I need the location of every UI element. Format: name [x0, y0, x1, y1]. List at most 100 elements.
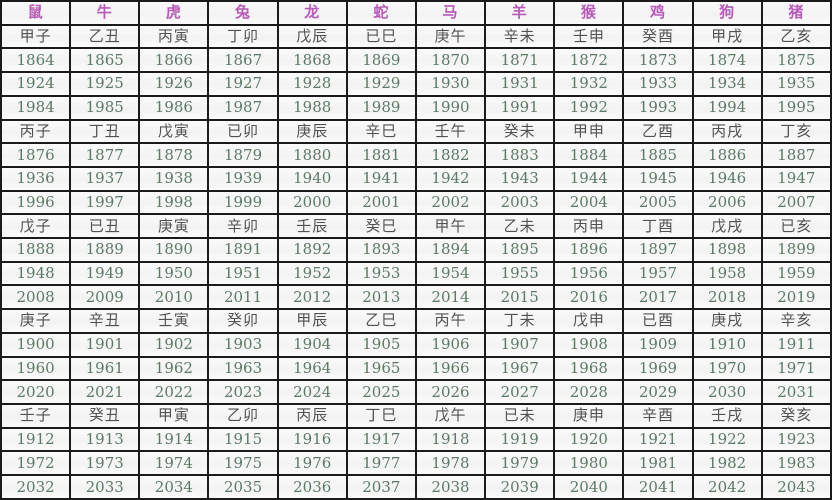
- year-row: 2008 2009 2010 2011 2012 2013 2014 2015 2016 2017…: [0, 284, 832, 311]
- year-cell: 1999: [207, 189, 279, 216]
- year-cell: 1921: [622, 426, 694, 453]
- year-cell: 1912: [0, 426, 72, 453]
- ganzhi-cell: 戊午: [414, 402, 487, 429]
- year-cell: 1998: [138, 189, 210, 216]
- year-cell: 2037: [345, 474, 417, 500]
- ganzhi-cell: 辛丑: [69, 308, 141, 334]
- year-cell: 1911: [760, 331, 832, 358]
- year-cell: 2033: [69, 474, 141, 500]
- year-cell: 1975: [207, 450, 279, 477]
- year-row: 1912 1913 1914 1915 1916 1917 1918 1919 1920 1921…: [0, 426, 832, 453]
- animal-header-cell: 龙: [276, 0, 348, 26]
- year-cell: 1982: [691, 450, 763, 477]
- ganzhi-row: 戊子 已丑 庚寅 辛卯 壬辰 癸巳 甲午 乙未 丙申 丁酉 戊戌 已亥: [0, 213, 832, 240]
- year-cell: 1962: [138, 355, 210, 382]
- year-cell: 2042: [691, 474, 763, 500]
- year-cell: 2018: [691, 284, 763, 311]
- year-cell: 1991: [484, 94, 556, 121]
- ganzhi-cell: 壬寅: [138, 308, 210, 334]
- year-cell: 1936: [0, 165, 72, 192]
- ganzhi-cell: 甲午: [414, 213, 487, 240]
- ganzhi-cell: 甲寅: [138, 402, 210, 429]
- year-cell: 1867: [207, 47, 279, 74]
- animal-header-cell: 猪: [760, 0, 832, 26]
- year-cell: 1933: [622, 71, 694, 97]
- year-cell: 2008: [0, 284, 72, 311]
- year-cell: 1884: [553, 142, 625, 168]
- ganzhi-cell: 已丑: [69, 213, 141, 240]
- year-cell: 1903: [207, 331, 279, 358]
- year-cell: 1950: [138, 260, 210, 287]
- animal-header-cell: 兔: [207, 0, 279, 26]
- year-cell: 1938: [138, 165, 210, 192]
- ganzhi-cell: 乙酉: [622, 118, 694, 145]
- year-cell: 1865: [69, 47, 141, 74]
- year-cell: 1866: [138, 47, 210, 74]
- year-cell: 1947: [760, 165, 832, 192]
- ganzhi-cell: 甲子: [0, 23, 72, 50]
- ganzhi-cell: 丙子: [0, 118, 72, 145]
- year-cell: 1872: [553, 47, 625, 74]
- year-cell: 1876: [0, 142, 72, 168]
- animal-header-cell: 鼠: [0, 0, 72, 26]
- year-cell: 1942: [414, 165, 487, 192]
- year-cell: 1888: [0, 237, 72, 263]
- year-cell: 2000: [276, 189, 348, 216]
- year-cell: 1874: [691, 47, 763, 74]
- year-cell: 2013: [345, 284, 417, 311]
- year-cell: 2012: [276, 284, 348, 311]
- year-cell: 1992: [553, 94, 625, 121]
- year-cell: 2023: [207, 379, 279, 405]
- ganzhi-cell: 乙未: [484, 213, 556, 240]
- year-cell: 1885: [622, 142, 694, 168]
- ganzhi-cell: 丁未: [484, 308, 556, 334]
- year-cell: 1868: [276, 47, 348, 74]
- year-cell: 1890: [138, 237, 210, 263]
- year-cell: 1902: [138, 331, 210, 358]
- year-cell: 2009: [69, 284, 141, 311]
- ganzhi-cell: 丙寅: [138, 23, 210, 50]
- year-cell: 1958: [691, 260, 763, 287]
- ganzhi-cell: 癸卯: [207, 308, 279, 334]
- year-cell: 1984: [0, 94, 72, 121]
- animal-header-cell: 鸡: [622, 0, 694, 26]
- year-cell: 2041: [622, 474, 694, 500]
- year-cell: 2031: [760, 379, 832, 405]
- year-cell: 1878: [138, 142, 210, 168]
- year-cell: 2036: [276, 474, 348, 500]
- year-cell: 1916: [276, 426, 348, 453]
- year-cell: 1949: [69, 260, 141, 287]
- year-row: 1936 1937 1938 1939 1940 1941 1942 1943 1944 1945…: [0, 165, 832, 192]
- year-cell: 1987: [207, 94, 279, 121]
- year-cell: 1913: [69, 426, 141, 453]
- year-cell: 1931: [484, 71, 556, 97]
- ganzhi-row: 丙子 丁丑 戊寅 已卯 庚辰 辛巳 壬午 癸未 甲申 乙酉 丙戌 丁亥: [0, 118, 832, 145]
- ganzhi-cell: 庚申: [553, 402, 625, 429]
- year-cell: 1973: [69, 450, 141, 477]
- year-cell: 2019: [760, 284, 832, 311]
- year-cell: 1976: [276, 450, 348, 477]
- year-cell: 1980: [553, 450, 625, 477]
- year-cell: 2040: [553, 474, 625, 500]
- year-cell: 2026: [414, 379, 487, 405]
- ganzhi-cell: 丁酉: [622, 213, 694, 240]
- year-row: 1984 1985 1986 1987 1988 1989 1990 1991 1992 1993…: [0, 94, 832, 121]
- year-row: 1864 1865 1866 1867 1868 1869 1870 1871 1872 1873…: [0, 47, 832, 74]
- year-cell: 1955: [484, 260, 556, 287]
- ganzhi-cell: 甲戌: [691, 23, 763, 50]
- ganzhi-cell: 癸亥: [760, 402, 832, 429]
- ganzhi-cell: 乙卯: [207, 402, 279, 429]
- ganzhi-row: 庚子 辛丑 壬寅 癸卯 甲辰 乙巳 丙午 丁未 戊申 已酉 庚戌 辛亥: [0, 308, 832, 334]
- animal-header-cell: 牛: [69, 0, 141, 26]
- ganzhi-cell: 戊辰: [276, 23, 348, 50]
- year-cell: 1932: [553, 71, 625, 97]
- year-cell: 1886: [691, 142, 763, 168]
- year-cell: 1965: [345, 355, 417, 382]
- year-cell: 1920: [553, 426, 625, 453]
- year-cell: 1887: [760, 142, 832, 168]
- year-cell: 1956: [553, 260, 625, 287]
- year-cell: 1935: [760, 71, 832, 97]
- ganzhi-cell: 辛亥: [760, 308, 832, 334]
- year-cell: 2035: [207, 474, 279, 500]
